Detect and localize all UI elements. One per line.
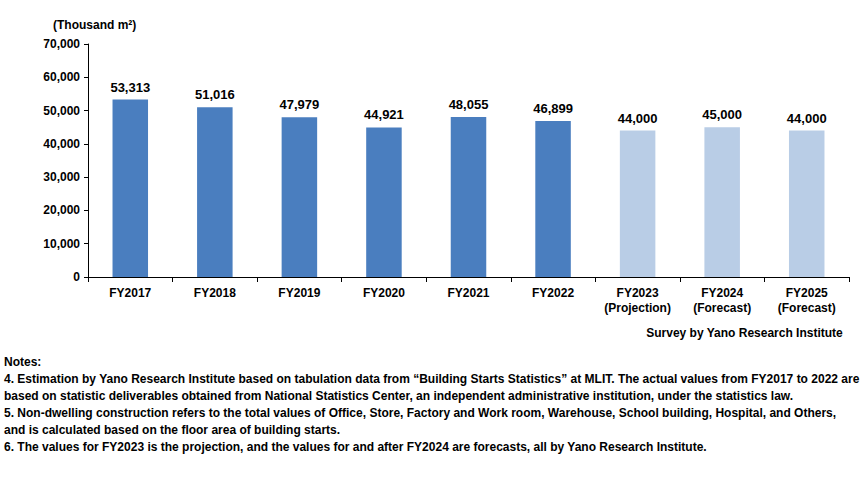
svg-text:51,016: 51,016 — [195, 87, 235, 102]
svg-text:FY2023: FY2023 — [617, 286, 659, 300]
svg-text:0: 0 — [73, 270, 80, 284]
svg-text:53,313: 53,313 — [110, 80, 150, 95]
svg-text:20,000: 20,000 — [43, 203, 80, 217]
svg-text:48,055: 48,055 — [449, 97, 489, 112]
svg-text:(Forecast): (Forecast) — [778, 301, 836, 315]
svg-text:Survey by Yano Research Instit: Survey by Yano Research Institute — [646, 326, 843, 340]
html-text:5. Non-dwelling construction r: 5. Non-dwelling construction refers to t… — [4, 406, 837, 437]
svg-text:FY2017: FY2017 — [109, 286, 151, 300]
svg-text:(Forecast): (Forecast) — [693, 301, 751, 315]
svg-text:FY2020: FY2020 — [363, 286, 405, 300]
svg-text:FY2018: FY2018 — [194, 286, 236, 300]
svg-text:44,000: 44,000 — [787, 111, 827, 126]
html-text:Notes:: Notes: — [4, 355, 42, 369]
svg-text:FY2021: FY2021 — [447, 286, 489, 300]
svg-text:60,000: 60,000 — [43, 70, 80, 84]
html-text:6. The values for FY2023 is th: 6. The values for FY2023 is the projecti… — [4, 440, 707, 454]
svg-text:10,000: 10,000 — [43, 237, 80, 251]
svg-text:30,000: 30,000 — [43, 170, 80, 184]
svg-text:47,979: 47,979 — [280, 97, 320, 112]
svg-text:50,000: 50,000 — [43, 104, 80, 118]
svg-text:(Projection): (Projection) — [604, 301, 671, 315]
svg-text:FY2025: FY2025 — [786, 286, 828, 300]
svg-text:44,921: 44,921 — [364, 107, 404, 122]
svg-text:FY2022: FY2022 — [532, 286, 574, 300]
svg-text:FY2024: FY2024 — [701, 286, 743, 300]
svg-text:46,899: 46,899 — [533, 101, 573, 116]
svg-text:40,000: 40,000 — [43, 137, 80, 151]
svg-text:FY2019: FY2019 — [278, 286, 320, 300]
svg-text:70,000: 70,000 — [43, 37, 80, 51]
svg-text:(Thousand m²): (Thousand m²) — [53, 18, 136, 32]
svg-text:44,000: 44,000 — [618, 111, 658, 126]
html-text:4. Estimation by Yano Research: 4. Estimation by Yano Research Institute… — [4, 372, 860, 403]
svg-text:45,000: 45,000 — [702, 107, 742, 122]
